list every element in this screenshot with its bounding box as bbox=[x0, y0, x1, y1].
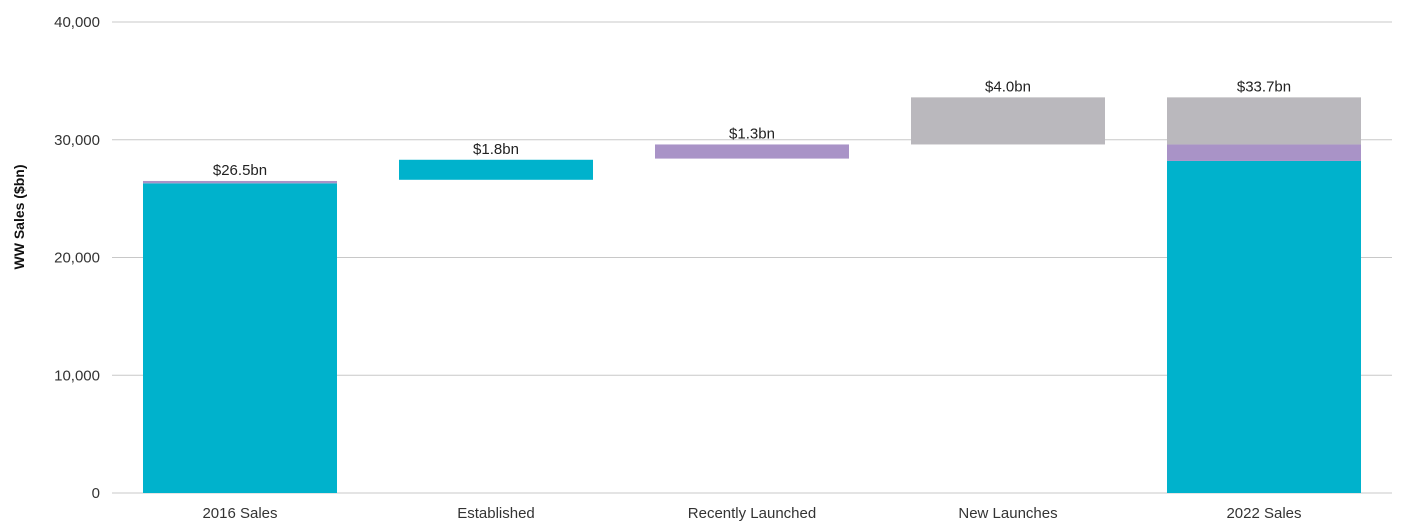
x-tick-label: 2016 Sales bbox=[202, 505, 277, 522]
bar-segment bbox=[399, 159, 593, 180]
y-tick-label: 0 bbox=[92, 485, 100, 502]
axes: 0 10,000 20,000 30,000 40,000 2016 Sales Estab… bbox=[54, 14, 1301, 522]
y-tick-label: 20,000 bbox=[54, 250, 100, 267]
y-axis-title: WW Sales ($bn) bbox=[11, 164, 27, 269]
x-tick-label: New Launches bbox=[958, 505, 1057, 522]
x-tick-label: Recently Launched bbox=[688, 505, 816, 522]
data-label: $33.7bn bbox=[1237, 78, 1291, 95]
x-tick-label: 2022 Sales bbox=[1226, 505, 1301, 522]
y-tick-label: 30,000 bbox=[54, 132, 100, 149]
bar-segment bbox=[1167, 160, 1361, 493]
bar-segment bbox=[655, 144, 849, 159]
bars bbox=[143, 97, 1361, 493]
bar-segment bbox=[143, 183, 337, 493]
bar-segment bbox=[143, 180, 337, 184]
data-label: $26.5bn bbox=[213, 162, 267, 179]
data-label: $1.3bn bbox=[729, 125, 775, 142]
data-label: $4.0bn bbox=[985, 78, 1031, 95]
x-tick-label: Established bbox=[457, 505, 535, 522]
bar-segment bbox=[911, 97, 1105, 145]
bar-segment bbox=[1167, 144, 1361, 161]
y-tick-label: 10,000 bbox=[54, 367, 100, 384]
bar-segment bbox=[1167, 97, 1361, 145]
data-labels: $26.5bn $1.8bn $1.3bn $4.0bn $33.7bn bbox=[213, 78, 1291, 179]
y-tick-label: 40,000 bbox=[54, 14, 100, 31]
data-label: $1.8bn bbox=[473, 141, 519, 158]
